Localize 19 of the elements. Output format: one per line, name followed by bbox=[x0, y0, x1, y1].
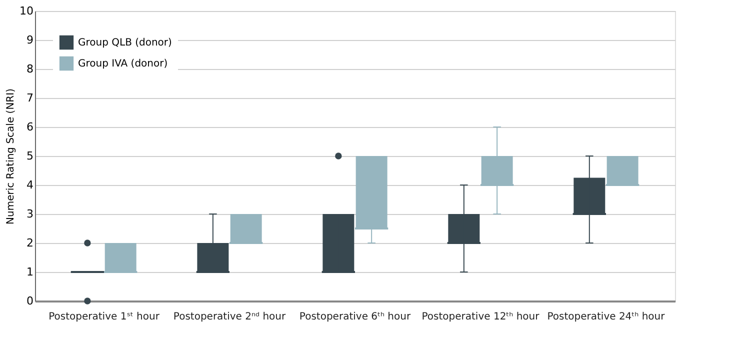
legend-label: Group IVA (donor) bbox=[78, 58, 168, 70]
y-tick-label: 1 bbox=[26, 266, 34, 278]
y-tick-label: 9 bbox=[26, 34, 34, 46]
x-tick-label: Postoperative 2ⁿᵈ hour bbox=[173, 312, 286, 322]
legend-label: Group QLB (donor) bbox=[78, 38, 172, 48]
y-tick-label: 10 bbox=[20, 4, 34, 18]
x-tick-label: Postoperative 24ᵗʰ hour bbox=[547, 312, 666, 322]
y-tick-label: 6 bbox=[26, 120, 34, 134]
x-tick-label: Postoperative 1ˢᵗ hour bbox=[48, 312, 160, 322]
y-tick-label: 3 bbox=[26, 208, 34, 220]
y-tick-label: 2 bbox=[26, 236, 34, 250]
x-tick-label: Postoperative 6ᵗʰ hour bbox=[299, 312, 412, 322]
y-tick-label: 7 bbox=[26, 92, 34, 104]
y-tick-label: 5 bbox=[26, 150, 34, 162]
y-tick-label: 8 bbox=[26, 62, 34, 76]
y-tick-label: 4 bbox=[26, 178, 34, 192]
y-tick-label: 0 bbox=[26, 294, 34, 308]
x-tick-label: Postoperative 12ᵗʰ hour bbox=[422, 312, 540, 322]
y-axis-title: Numeric Rating Scale (NRI) bbox=[6, 88, 17, 224]
